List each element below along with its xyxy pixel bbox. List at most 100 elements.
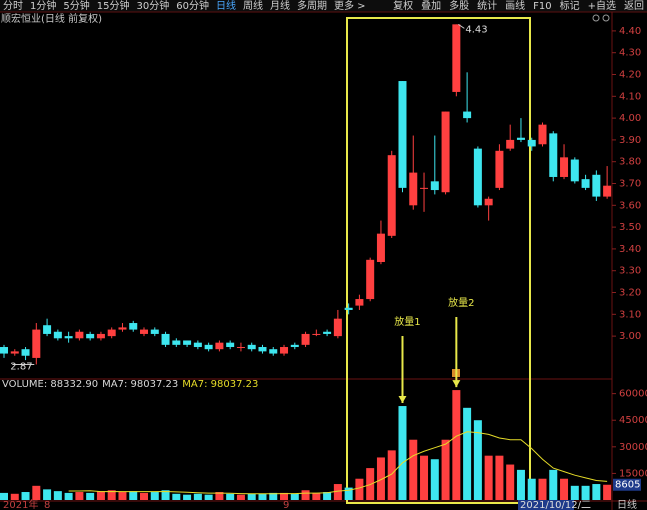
toolbar-tab[interactable]: 日线 <box>216 0 236 12</box>
candle-body <box>441 111 450 193</box>
y-tick-label: 3.30 <box>619 266 641 277</box>
volume-bar <box>150 492 159 500</box>
toolbar-tab[interactable]: 分时 <box>3 0 23 12</box>
candle-body <box>581 179 590 188</box>
icon[interactable] <box>602 14 610 22</box>
volume-bar <box>21 492 30 500</box>
last-volume-box <box>613 478 641 491</box>
y-tick-label: 3.00 <box>619 331 641 342</box>
note-arrowhead <box>452 380 461 388</box>
volume-bar <box>312 492 321 500</box>
highlight-box <box>346 17 531 504</box>
volume-legend: MA7: 98037.23 <box>102 379 178 390</box>
candle-body <box>484 198 493 206</box>
toolbar-tab[interactable]: 15分钟 <box>97 0 130 12</box>
volume-bar <box>495 455 504 500</box>
date-highlight <box>518 500 574 510</box>
toolbar-bg <box>0 0 647 12</box>
period-label: 日线 <box>617 498 637 510</box>
volume-bar <box>96 491 105 500</box>
volume-bar <box>86 492 95 500</box>
volume-bar <box>43 489 52 500</box>
toolbar-button[interactable]: 复权 <box>393 0 413 12</box>
volume-bar <box>161 490 170 500</box>
date-label: 8 <box>44 500 50 510</box>
icon[interactable] <box>592 14 600 22</box>
y-tick-label: 3.50 <box>619 222 641 233</box>
toolbar-tab[interactable]: 60分钟 <box>176 0 209 12</box>
y-tick-label: 4.40 <box>619 26 641 37</box>
candle-body <box>172 340 181 345</box>
volume-bar <box>323 492 332 500</box>
date-label: 9 <box>283 500 289 510</box>
note-label: 放量2 <box>448 296 474 309</box>
toolbar-button[interactable]: 返回 <box>624 0 644 12</box>
candle-body <box>333 318 342 337</box>
y-tick-label: 3.10 <box>619 309 641 320</box>
volume-bar <box>226 493 235 500</box>
toolbar-tab[interactable]: 1分钟 <box>30 0 56 12</box>
note-arrowhead <box>398 396 407 404</box>
toolbar-button[interactable]: 叠加 <box>421 0 441 12</box>
y-tick-label: 4.00 <box>619 113 641 124</box>
volume-bar <box>592 484 601 500</box>
toolbar-tab[interactable]: 周线 <box>243 0 263 12</box>
volume-bar <box>581 485 590 500</box>
volume-bar <box>280 492 289 500</box>
volume-legend: VOLUME: 88332.90 <box>2 379 98 390</box>
candle-body <box>53 331 62 339</box>
volume-bar <box>129 491 138 500</box>
candle-body <box>107 329 116 337</box>
low-label: 2.87 <box>10 361 32 372</box>
volume-bar <box>409 439 418 500</box>
volume-bar <box>269 492 278 500</box>
chart-title: 顺宏恒业(日线 前复权) <box>1 12 102 25</box>
volume-bar <box>183 494 192 500</box>
candle-body <box>398 81 407 188</box>
volume-bar <box>430 459 439 500</box>
toolbar-button[interactable]: 统计 <box>477 0 497 12</box>
candle-body <box>516 137 525 140</box>
volume-bar <box>0 492 8 500</box>
candle-body <box>32 329 41 358</box>
toolbar-tab[interactable]: 多周期 <box>297 0 327 12</box>
y-tick-label: 4.20 <box>619 70 641 81</box>
volume-bar <box>140 492 149 500</box>
volume-tick-label: 30000 <box>619 442 647 453</box>
candle-body <box>506 139 515 149</box>
last-volume-label: 8605 <box>615 480 640 491</box>
volume-bar <box>204 494 213 500</box>
volume-bar <box>64 492 73 500</box>
volume-bar <box>387 450 396 500</box>
candle-body <box>344 307 353 310</box>
candle-body <box>290 344 299 348</box>
toolbar-button[interactable]: +自选 <box>588 0 616 12</box>
toolbar-button[interactable]: 标记 <box>560 0 580 12</box>
toolbar-button[interactable]: F10 <box>533 1 551 12</box>
volume-bar <box>75 492 84 500</box>
toolbar-button[interactable]: 画线 <box>505 0 525 12</box>
volume-tick-label: 60000 <box>619 389 647 400</box>
volume-bar <box>506 464 515 500</box>
candle-body <box>409 172 418 206</box>
toolbar-tab[interactable]: 月线 <box>270 0 290 12</box>
toolbar-tab[interactable]: 5分钟 <box>63 0 89 12</box>
volume-bar <box>420 455 429 500</box>
volume-bar <box>107 490 116 500</box>
toolbar-tab[interactable]: 30分钟 <box>136 0 169 12</box>
candle-body <box>430 181 439 191</box>
toolbar-button[interactable]: 多股 <box>449 0 469 12</box>
candle-body <box>495 150 504 188</box>
volume-bar <box>258 493 267 500</box>
toolbar-tab[interactable]: 更多 > <box>334 0 366 12</box>
candle-body <box>10 351 19 354</box>
candle-body <box>473 148 482 206</box>
y-tick-label: 3.70 <box>619 179 641 190</box>
volume-bar <box>193 493 202 500</box>
candle-body <box>64 336 73 339</box>
candle-body <box>204 344 213 350</box>
volume-bar <box>376 457 385 500</box>
volume-bar <box>527 478 536 500</box>
